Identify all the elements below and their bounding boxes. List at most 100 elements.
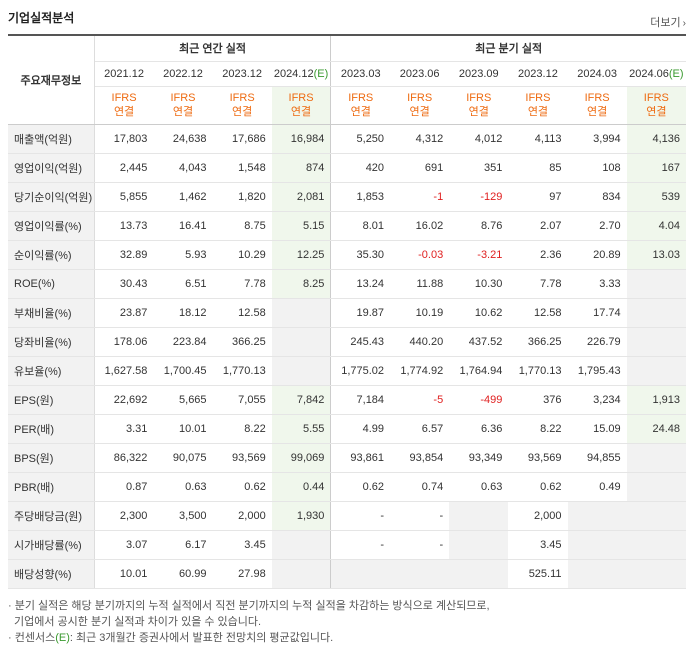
table-cell: 10.62 bbox=[449, 298, 509, 328]
table-cell: 6.36 bbox=[449, 414, 509, 444]
table-cell: 2,081 bbox=[271, 182, 331, 212]
table-cell: 12.58 bbox=[508, 298, 568, 328]
footnote-2: · 컨센서스(E): 최근 3개월간 증권사에서 발표한 전망치의 평균값입니다… bbox=[8, 632, 334, 644]
table-cell: 691 bbox=[390, 153, 450, 183]
table-cell bbox=[567, 559, 627, 589]
table-cell: 93,569 bbox=[508, 443, 568, 473]
period-header: 2023.09 bbox=[449, 61, 509, 87]
table-cell: 8.22 bbox=[508, 414, 568, 444]
table-row: 매출액(억원) 17,803 24,638 17,686 16,984 5,250 4,31… bbox=[8, 124, 686, 154]
table-cell: 93,861 bbox=[330, 443, 391, 473]
table-cell: 1,764.94 bbox=[449, 356, 509, 386]
more-label: 더보기 bbox=[650, 17, 681, 29]
table-cell: 376 bbox=[508, 384, 568, 415]
row-label: 영업이익(억원) bbox=[8, 153, 95, 183]
table-cell: 0.44 bbox=[271, 472, 331, 502]
row-label: 당좌비율(%) bbox=[8, 327, 95, 357]
table-cell: - bbox=[390, 500, 450, 531]
table-row: ROE(%) 30.43 6.51 7.78 8.25 13.24 11.88 10.30 7.… bbox=[8, 269, 686, 299]
table-cell: 27.98 bbox=[212, 559, 272, 589]
table-cell: 4,312 bbox=[390, 124, 450, 154]
row-label: 배당성향(%) bbox=[8, 559, 95, 589]
table-row: 영업이익(억원) 2,445 4,043 1,548 874 420 691 351 85 108… bbox=[8, 153, 686, 183]
table-cell: 0.74 bbox=[390, 472, 450, 502]
table-cell: 6.51 bbox=[153, 269, 213, 299]
table-cell bbox=[449, 559, 509, 589]
ifrs-label: IFRS 연결 bbox=[390, 86, 450, 125]
table-cell: 0.87 bbox=[94, 472, 154, 502]
table-cell: 1,795.43 bbox=[567, 356, 627, 386]
table-row: 시가배당률(%) 3.07 6.17 3.45- -3.45 bbox=[8, 530, 686, 560]
table-cell: 19.87 bbox=[330, 298, 391, 328]
table-cell: 11.88 bbox=[390, 269, 450, 299]
period-header: 2023.12 bbox=[212, 61, 272, 87]
table-cell: - bbox=[330, 530, 391, 560]
table-cell: 5.93 bbox=[153, 240, 213, 270]
table-cell: 1,700.45 bbox=[153, 356, 213, 386]
table-cell: 1,775.02 bbox=[330, 356, 391, 386]
table-cell: -499 bbox=[449, 384, 509, 415]
table-cell: 16.02 bbox=[390, 210, 450, 241]
table-cell: 17,803 bbox=[94, 124, 154, 154]
row-label: BPS(원) bbox=[8, 443, 95, 473]
table-cell bbox=[271, 327, 331, 357]
table-cell bbox=[567, 500, 627, 531]
table-cell: 1,853 bbox=[330, 182, 391, 212]
row-label: PER(배) bbox=[8, 414, 95, 444]
table-cell: 10.30 bbox=[449, 269, 509, 299]
table-cell: 1,913 bbox=[626, 384, 686, 415]
period-header: 2024.06(E) bbox=[626, 61, 686, 87]
table-cell: 4.99 bbox=[330, 414, 391, 444]
table-cell: 1,774.92 bbox=[390, 356, 450, 386]
table-cell bbox=[626, 356, 686, 386]
table-cell: 2.70 bbox=[567, 210, 627, 241]
ifrs-label: IFRS 연결 bbox=[508, 86, 568, 125]
table-cell: 86,322 bbox=[94, 443, 154, 473]
table-cell: 2,445 bbox=[94, 153, 154, 183]
table-cell: -5 bbox=[390, 384, 450, 415]
table-cell bbox=[271, 559, 331, 589]
more-link[interactable]: 더보기 › bbox=[650, 14, 686, 30]
table-cell: 420 bbox=[330, 153, 391, 183]
table-cell: 0.62 bbox=[508, 472, 568, 502]
table-cell: 7.78 bbox=[212, 269, 272, 299]
table-cell bbox=[330, 559, 391, 589]
ifrs-label: IFRS 연결 bbox=[567, 86, 627, 125]
table-cell: 440.20 bbox=[390, 327, 450, 357]
table-row: 당좌비율(%) 178.06 223.84 366.25 245.43 440.20 437… bbox=[8, 327, 686, 357]
table-cell: 20.89 bbox=[567, 240, 627, 270]
table-cell: 6.17 bbox=[153, 530, 213, 560]
table-cell: 2,300 bbox=[94, 500, 154, 531]
table-cell: 1,627.58 bbox=[94, 356, 154, 386]
row-label: 순이익률(%) bbox=[8, 240, 95, 270]
group-quarterly: 최근 분기 실적 bbox=[330, 34, 686, 62]
table-cell: 7,055 bbox=[212, 384, 272, 415]
table-row: 순이익률(%) 32.89 5.93 10.29 12.25 35.30 -0.03 -3.2… bbox=[8, 240, 686, 270]
table-cell: 874 bbox=[271, 153, 331, 183]
table-row: 배당성향(%) 10.01 60.99 27.98 525.11 bbox=[8, 559, 686, 589]
table-cell: 6.57 bbox=[390, 414, 450, 444]
table-cell: 178.06 bbox=[94, 327, 154, 357]
period-header: 2023.06 bbox=[390, 61, 450, 87]
table-cell bbox=[626, 298, 686, 328]
table-cell: 93,854 bbox=[390, 443, 450, 473]
table-cell: 32.89 bbox=[94, 240, 154, 270]
group-annual: 최근 연간 실적 bbox=[94, 34, 331, 62]
table-cell: 0.63 bbox=[153, 472, 213, 502]
table-cell: 5.15 bbox=[271, 210, 331, 241]
table-cell: 22,692 bbox=[94, 384, 154, 415]
table-cell bbox=[271, 356, 331, 386]
table-cell: 3.45 bbox=[212, 530, 272, 560]
table-row: PER(배) 3.31 10.01 8.22 5.55 4.99 6.57 6.36 8.22 1… bbox=[8, 414, 686, 444]
table-cell: 10.29 bbox=[212, 240, 272, 270]
ifrs-label: IFRS 연결 bbox=[212, 86, 272, 125]
table-cell: 108 bbox=[567, 153, 627, 183]
table-cell: 8.76 bbox=[449, 210, 509, 241]
table-cell: 5,250 bbox=[330, 124, 391, 154]
footnote-1-cont: 기업에서 공시한 분기 실적과 차이가 있을 수 있습니다. bbox=[14, 616, 262, 628]
table-cell: 13.24 bbox=[330, 269, 391, 299]
table-cell: 85 bbox=[508, 153, 568, 183]
table-cell: 7,184 bbox=[330, 384, 391, 415]
table-cell: 97 bbox=[508, 182, 568, 212]
